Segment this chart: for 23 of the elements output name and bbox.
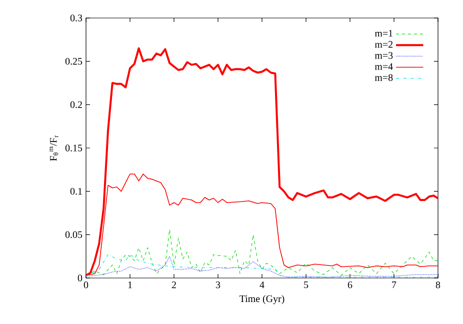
x-tick-label: 8 xyxy=(436,282,440,288)
x-tick-label: 3 xyxy=(216,282,220,288)
x-tick-label: 5 xyxy=(304,282,308,288)
y-tick-label: 0.15 xyxy=(65,144,82,152)
x-axis-title: Time (Gyr) xyxy=(240,295,284,304)
x-tick-label: 7 xyxy=(392,282,396,288)
y-tick-label: 0.1 xyxy=(70,188,82,195)
y-tick-label: 0.05 xyxy=(65,231,82,238)
y-tick-label: 0.3 xyxy=(70,14,82,22)
x-tick-label: 4 xyxy=(260,282,264,288)
legend-label: m=1 xyxy=(374,30,392,37)
x-tick-label: 1 xyxy=(128,282,132,288)
legend-label: m=4 xyxy=(374,63,393,70)
y-axis-title: F$_{θ}$$^{m}$/F$_{r}$ xyxy=(50,135,58,161)
legend-label: m=3 xyxy=(374,52,393,59)
legend-label: m=8 xyxy=(374,74,393,81)
x-tick-label: 0 xyxy=(84,282,88,288)
y-tick-label: 0 xyxy=(78,274,82,282)
legend-label: m=2 xyxy=(374,41,392,48)
y-tick-label: 0.25 xyxy=(65,58,82,65)
x-tick-label: 6 xyxy=(348,282,352,288)
y-tick-label: 0.2 xyxy=(70,101,82,108)
x-tick-label: 2 xyxy=(172,282,176,288)
